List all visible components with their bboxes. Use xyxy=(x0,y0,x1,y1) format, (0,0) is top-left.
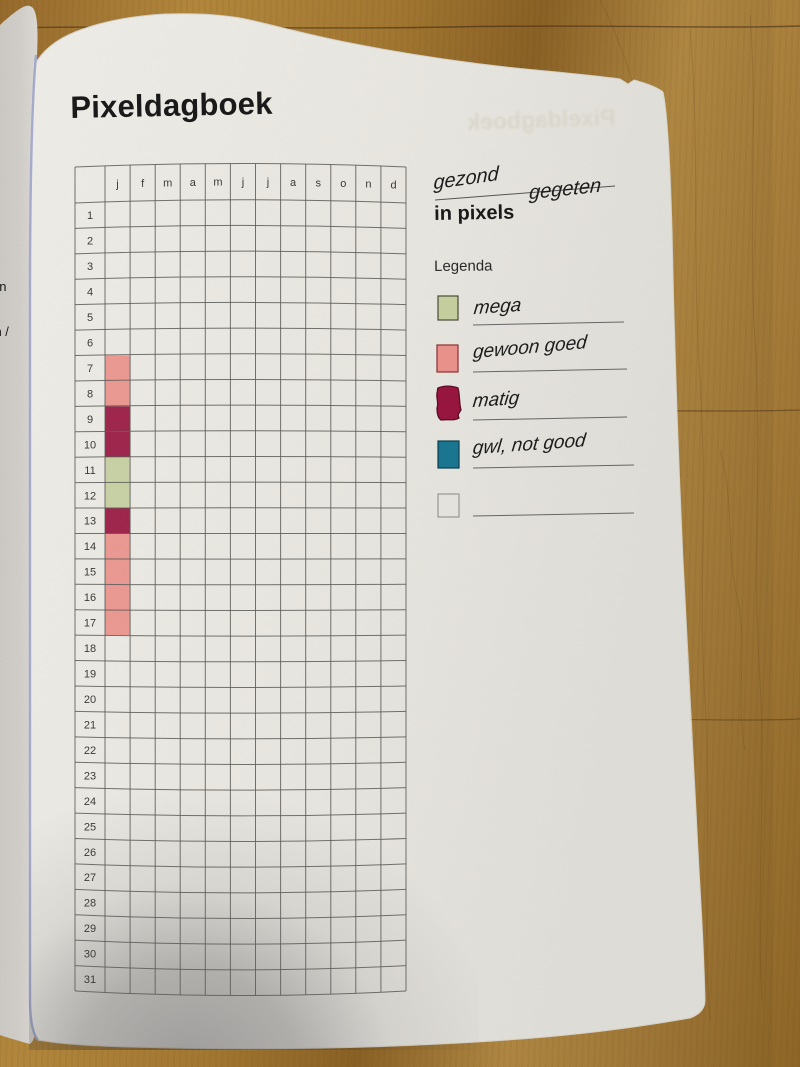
svg-text:15: 15 xyxy=(84,567,96,579)
svg-text:j: j xyxy=(266,177,269,189)
svg-text:s: s xyxy=(315,177,321,189)
svg-text:19: 19 xyxy=(84,669,96,681)
svg-text:30: 30 xyxy=(84,949,96,961)
svg-text:12: 12 xyxy=(84,490,96,502)
svg-text:28: 28 xyxy=(84,898,96,910)
svg-text:4: 4 xyxy=(87,287,93,299)
svg-text:o: o xyxy=(340,178,346,190)
svg-text:2: 2 xyxy=(87,236,93,248)
svg-text:18: 18 xyxy=(84,643,96,655)
svg-text:3: 3 xyxy=(87,261,93,273)
svg-text:10: 10 xyxy=(84,439,96,451)
svg-text:n: n xyxy=(365,179,371,191)
svg-text:6: 6 xyxy=(87,338,93,350)
svg-text:f: f xyxy=(141,178,145,190)
svg-text:d: d xyxy=(390,180,396,192)
svg-text:a: a xyxy=(190,177,197,189)
svg-text:a: a xyxy=(290,177,297,189)
svg-text:j: j xyxy=(241,177,244,189)
svg-text:27: 27 xyxy=(84,872,96,884)
svg-text:5: 5 xyxy=(87,312,93,324)
svg-text:17: 17 xyxy=(84,618,96,630)
svg-text:21: 21 xyxy=(84,719,96,731)
svg-text:11: 11 xyxy=(84,465,95,477)
svg-text:8: 8 xyxy=(87,388,93,400)
svg-text:23: 23 xyxy=(84,770,96,782)
svg-text:7: 7 xyxy=(87,363,93,375)
svg-text:20: 20 xyxy=(84,694,96,706)
svg-text:m: m xyxy=(163,177,172,189)
svg-text:13: 13 xyxy=(84,516,96,528)
svg-text:14: 14 xyxy=(84,541,96,553)
svg-text:26: 26 xyxy=(84,847,96,859)
svg-text:9: 9 xyxy=(87,414,93,426)
svg-text:16: 16 xyxy=(84,592,96,604)
svg-text:j: j xyxy=(115,179,118,191)
svg-text:29: 29 xyxy=(84,923,96,935)
svg-text:25: 25 xyxy=(84,821,96,833)
svg-text:31: 31 xyxy=(84,974,96,986)
svg-text:22: 22 xyxy=(84,745,96,757)
svg-text:m: m xyxy=(213,177,222,189)
svg-text:24: 24 xyxy=(84,796,96,808)
svg-text:1: 1 xyxy=(87,210,93,222)
